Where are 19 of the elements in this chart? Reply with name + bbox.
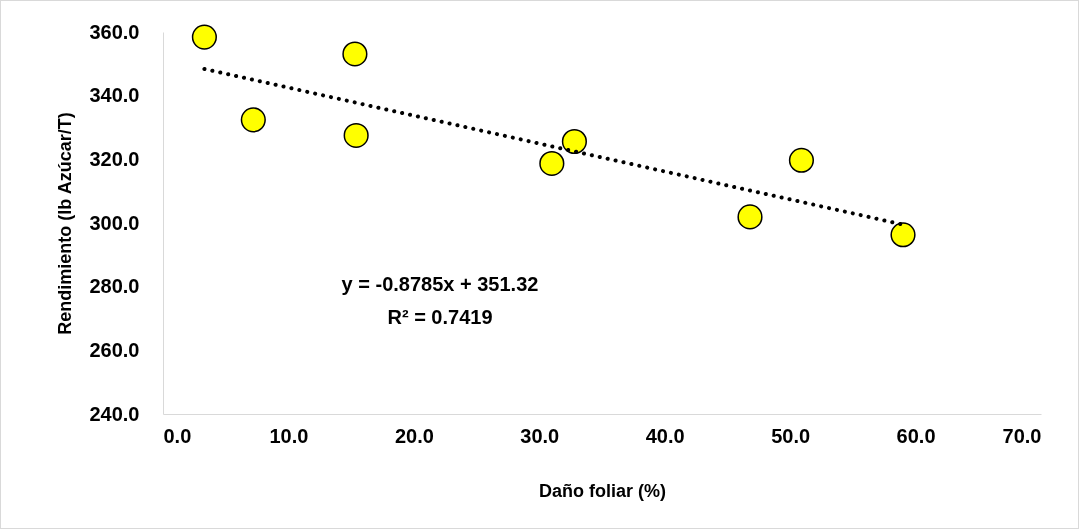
x-tick-label: 40.0 — [645, 424, 685, 447]
y-tick-label: 260.0 — [89, 338, 140, 361]
annotation: R² = 0.7419 — [387, 306, 493, 328]
x-tick-label: 0.0 — [163, 424, 192, 447]
y-tick-label: 320.0 — [89, 147, 140, 170]
y-axis-title: Rendimiento (lb Azúcar/T) — [55, 112, 76, 335]
y-tick-label: 340.0 — [89, 84, 140, 107]
x-axis-title: Daño foliar (%) — [538, 480, 667, 501]
x-tick-label: 60.0 — [896, 424, 936, 447]
x-tick-label: 50.0 — [771, 424, 811, 447]
x-tick-label: 70.0 — [1002, 424, 1042, 447]
x-tick-label: 10.0 — [269, 424, 309, 447]
y-tick-label: 280.0 — [89, 275, 140, 298]
y-tick-label: 300.0 — [89, 211, 140, 234]
y-tick-label: 240.0 — [89, 402, 140, 425]
annotation: y = -0.8785x + 351.32 — [341, 273, 539, 295]
y-tick-label: 360.0 — [89, 20, 140, 43]
x-tick-label: 20.0 — [394, 424, 434, 447]
x-tick-label: 30.0 — [520, 424, 560, 447]
